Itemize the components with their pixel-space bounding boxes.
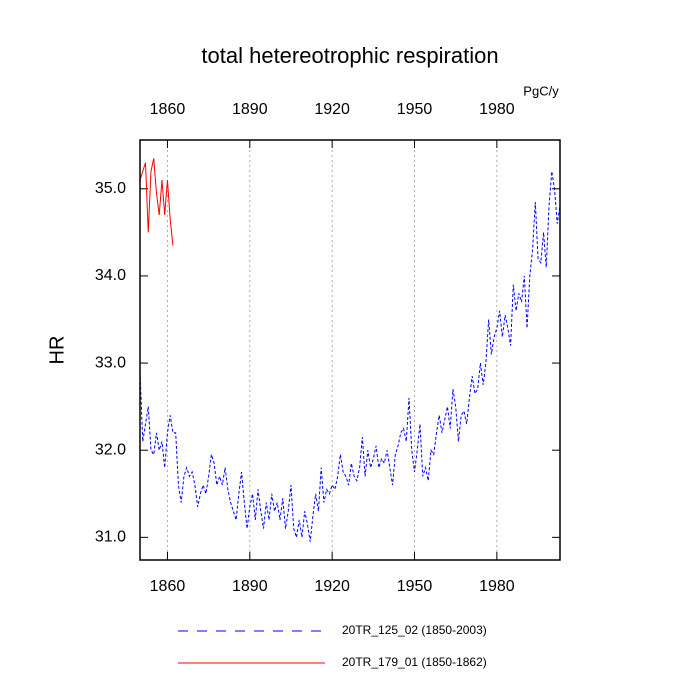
y-tick-label: 33.0 [95,354,126,371]
x-tick-label-top: 1890 [232,101,268,118]
legend: 20TR_125_02 (1850-2003) 20TR_179_01 (1850… [178,623,487,669]
y-tick-label: 34.0 [95,267,126,284]
units-label: PgC/y [523,83,559,98]
x-tick-label: 1980 [479,578,515,595]
x-tick-label-top: 1980 [479,101,515,118]
y-tick-label: 35.0 [95,180,126,197]
y-tick-label: 31.0 [95,529,126,546]
x-tick-label: 1950 [397,578,433,595]
y-axis-label: HR [46,336,68,365]
x-tick-label: 1890 [232,578,268,595]
x-tick-label: 1920 [314,578,350,595]
x-tick-label-top: 1950 [397,101,433,118]
x-tick-label-top: 1860 [150,101,186,118]
legend-label: 20TR_179_01 (1850-1862) [342,655,487,669]
legend-label: 20TR_125_02 (1850-2003) [342,623,487,637]
x-tick-label-top: 1920 [314,101,350,118]
x-tick-label: 1860 [150,578,186,595]
plot-area: 1860 1860 1890 1890 1920 1920 1950 1950 1980 1980… [95,101,560,595]
plot-frame [139,139,561,561]
y-tick-label: 32.0 [95,441,126,458]
series-line [140,158,174,246]
series-line [140,171,560,542]
chart-title: total hetereotrophic respiration [201,43,498,68]
